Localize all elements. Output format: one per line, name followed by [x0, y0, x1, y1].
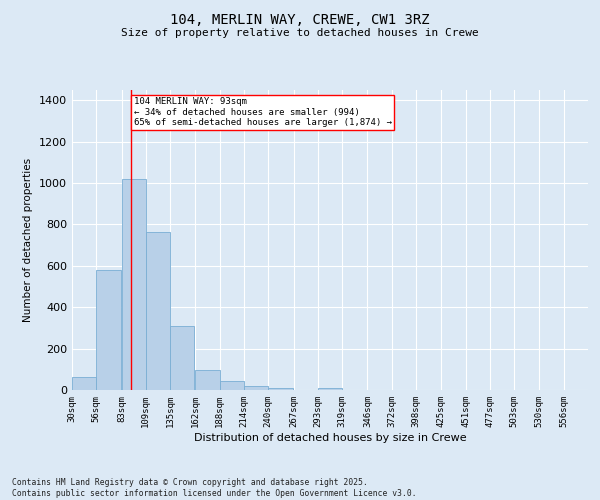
Bar	[170, 326, 194, 390]
Bar	[244, 386, 268, 390]
Text: Contains HM Land Registry data © Crown copyright and database right 2025.
Contai: Contains HM Land Registry data © Crown c…	[12, 478, 416, 498]
Bar	[220, 380, 244, 390]
Bar	[196, 370, 220, 390]
Bar	[72, 376, 97, 390]
Text: 104 MERLIN WAY: 93sqm
← 34% of detached houses are smaller (994)
65% of semi-det: 104 MERLIN WAY: 93sqm ← 34% of detached …	[134, 97, 392, 127]
Bar	[268, 388, 293, 390]
Text: 104, MERLIN WAY, CREWE, CW1 3RZ: 104, MERLIN WAY, CREWE, CW1 3RZ	[170, 12, 430, 26]
Bar	[318, 388, 342, 390]
Y-axis label: Number of detached properties: Number of detached properties	[23, 158, 34, 322]
Bar	[97, 270, 121, 390]
X-axis label: Distribution of detached houses by size in Crewe: Distribution of detached houses by size …	[194, 432, 466, 442]
Text: Size of property relative to detached houses in Crewe: Size of property relative to detached ho…	[121, 28, 479, 38]
Bar	[146, 232, 170, 390]
Bar	[122, 179, 146, 390]
